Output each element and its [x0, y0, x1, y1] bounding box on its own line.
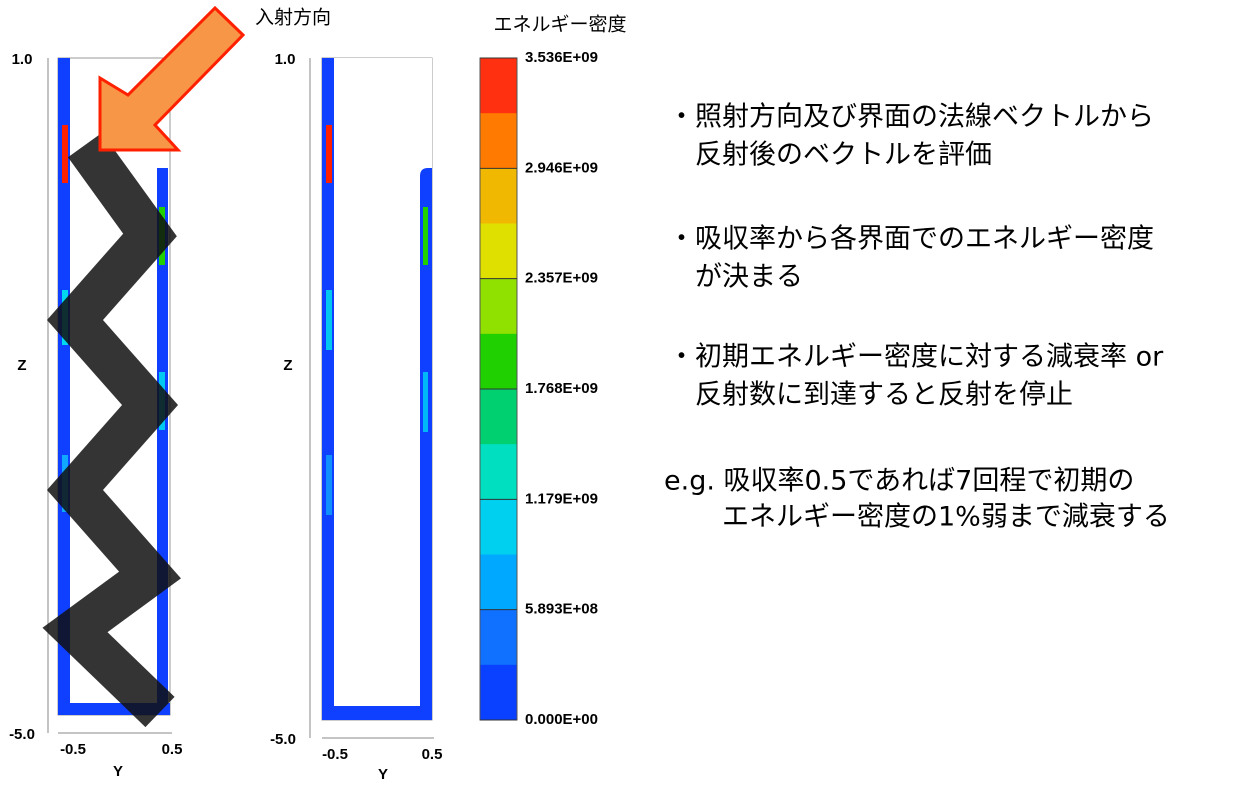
y-label: Z [17, 357, 26, 374]
right-plot: 1.0 -5.0 Z -0.5 0.5 Y [270, 51, 442, 783]
patch [326, 125, 332, 183]
bullet-text: ・初期エネルギー密度に対する減衰率 or [668, 342, 1164, 373]
color-band [480, 664, 517, 721]
x-tick: 0.5 [162, 741, 183, 758]
patch [326, 290, 332, 350]
bullet-text: 反射後のベクトルを評価 [668, 140, 992, 171]
colorbar-label: 5.893E+08 [525, 601, 598, 618]
color-band [480, 333, 517, 390]
x-label: Y [378, 766, 388, 783]
left-plot: 1.0 -5.0 Z -0.5 0.5 Y [9, 51, 182, 780]
bullet-text: 反射数に到達すると反射を停止 [668, 380, 1073, 411]
bullet-text: ・照射方向及び界面の法線ベクトルから [668, 102, 1154, 133]
colorbar-label: 0.000E+00 [525, 711, 598, 728]
y-tick: 1.0 [275, 51, 296, 68]
bullet-text: ・吸収率から各界面でのエネルギー密度 [668, 224, 1154, 255]
wall [58, 58, 70, 715]
colorbar: エネルギー密度 3.536E+09 2.946E+09 2.357E+09 1.768… [479, 14, 627, 728]
color-band [480, 499, 517, 555]
color-band [480, 554, 517, 611]
bullet-text: e.g. 吸収率0.5であれば7回程で初期の [664, 466, 1134, 497]
color-band [480, 278, 517, 335]
bullet-text: が決まる [668, 262, 803, 293]
wall [322, 58, 334, 720]
x-label: Y [113, 763, 123, 780]
wall [157, 168, 168, 715]
ray-vectors [42, 132, 181, 728]
color-band [480, 444, 517, 500]
y-tick: -5.0 [9, 726, 35, 743]
incident-arrow [98, 5, 246, 152]
color-band [480, 113, 517, 169]
colorbar-label: 2.946E+09 [525, 159, 598, 176]
colorbar-label: 2.357E+09 [525, 270, 598, 287]
y-tick: 1.0 [12, 51, 33, 68]
bullet-text: エネルギー密度の1%弱まで減衰する [668, 502, 1170, 533]
cavity [334, 58, 432, 706]
color-band [480, 58, 517, 114]
colorbar-label: 1.768E+09 [525, 380, 598, 397]
x-tick: 0.5 [422, 746, 443, 763]
patch [326, 455, 332, 515]
y-label: Z [283, 357, 292, 374]
colorbar-title: エネルギー密度 [493, 14, 626, 36]
x-tick: -0.5 [60, 741, 86, 758]
x-tick: -0.5 [322, 746, 348, 763]
wall [420, 706, 432, 707]
patch [423, 372, 428, 432]
color-band [480, 168, 517, 224]
patch [423, 207, 428, 265]
wall [322, 706, 432, 720]
y-tick: -5.0 [270, 731, 296, 748]
color-band [480, 389, 517, 445]
wall [420, 168, 432, 720]
bullets: ・照射方向及び界面の法線ベクトルから 反射後のベクトルを評価・吸収率から各界面で… [664, 102, 1170, 533]
patch [62, 125, 68, 183]
colorbar-label: 3.536E+09 [525, 49, 598, 66]
arrow-label: 入射方向 [255, 7, 331, 29]
color-band [480, 223, 517, 280]
colorbar-label: 1.179E+09 [525, 490, 598, 507]
color-band [480, 609, 517, 666]
